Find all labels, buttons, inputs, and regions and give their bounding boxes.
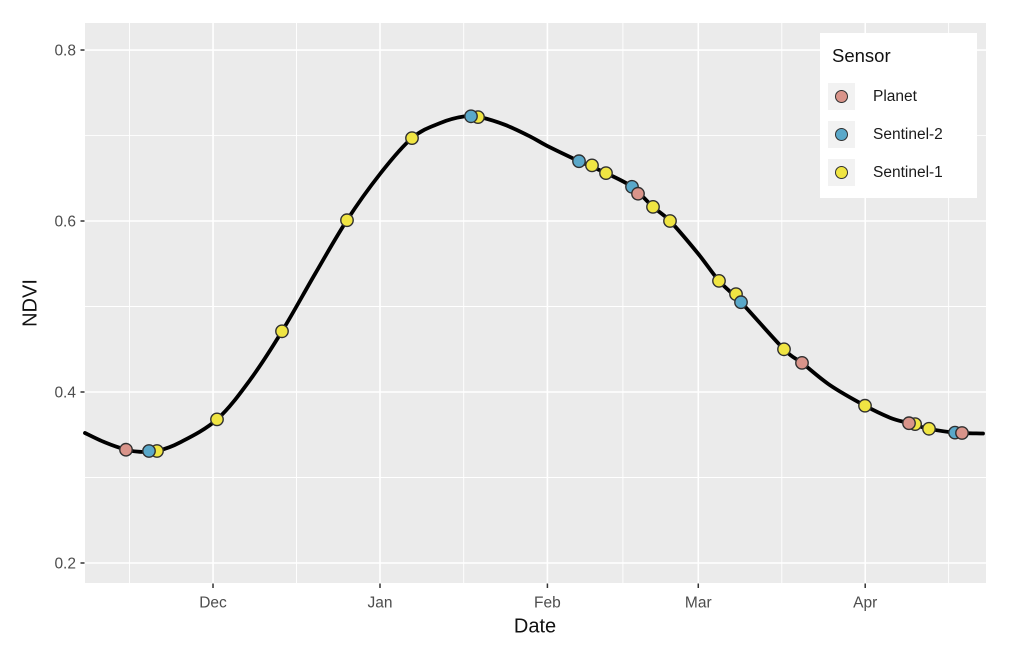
data-point-sentinel-1 [646, 199, 660, 214]
x-tick-label: Feb [534, 595, 561, 612]
legend-label: Sentinel-1 [873, 163, 943, 181]
data-point-planet [631, 186, 645, 201]
data-point-planet [119, 442, 133, 457]
data-point-sentinel-1 [275, 324, 289, 339]
data-point-sentinel-2 [572, 154, 586, 169]
sentinel-2-point-icon [835, 128, 848, 141]
y-tick-label: 0.4 [54, 385, 76, 402]
legend-key [828, 83, 855, 110]
y-tick-label: 0.2 [54, 555, 76, 572]
data-point-sentinel-1 [858, 398, 872, 413]
y-tick-label: 0.8 [54, 43, 76, 60]
data-point-sentinel-1 [340, 213, 354, 228]
data-point-sentinel-1 [922, 421, 936, 436]
legend-item-sentinel-2: Sentinel-2 [828, 121, 977, 148]
planet-point-icon [835, 90, 848, 103]
x-axis-title: Date [513, 615, 557, 638]
data-point-planet [902, 416, 916, 431]
x-tick-label: Dec [199, 595, 227, 612]
legend-label: Sentinel-2 [873, 125, 943, 143]
data-point-planet [795, 355, 809, 370]
data-point-sentinel-2 [734, 295, 748, 310]
data-point-sentinel-1 [599, 166, 613, 181]
data-point-sentinel-1 [663, 214, 677, 228]
x-tick-label: Apr [853, 595, 877, 612]
data-point-sentinel-1 [585, 158, 599, 173]
legend-item-sentinel-1: Sentinel-1 [828, 159, 977, 186]
data-point-sentinel-1 [210, 412, 224, 427]
data-point-sentinel-1 [712, 273, 726, 288]
y-tick-label: 0.6 [54, 214, 76, 231]
data-point-sentinel-1 [405, 131, 419, 146]
x-tick-label: Mar [685, 595, 712, 612]
legend: Sensor Planet Sentinel-2 Sentinel-1 [820, 33, 977, 198]
data-point-planet [955, 426, 969, 440]
legend-title: Sensor [832, 45, 891, 66]
legend-key [828, 121, 855, 148]
y-axis-title: NDVI [19, 279, 42, 327]
legend-item-planet: Planet [828, 83, 977, 110]
data-point-sentinel-1 [777, 342, 791, 357]
legend-key [828, 159, 855, 186]
x-tick-label: Jan [367, 595, 392, 612]
data-point-sentinel-2 [464, 109, 478, 124]
sentinel-1-point-icon [835, 166, 848, 179]
data-point-sentinel-2 [142, 444, 156, 458]
legend-label: Planet [873, 87, 917, 105]
